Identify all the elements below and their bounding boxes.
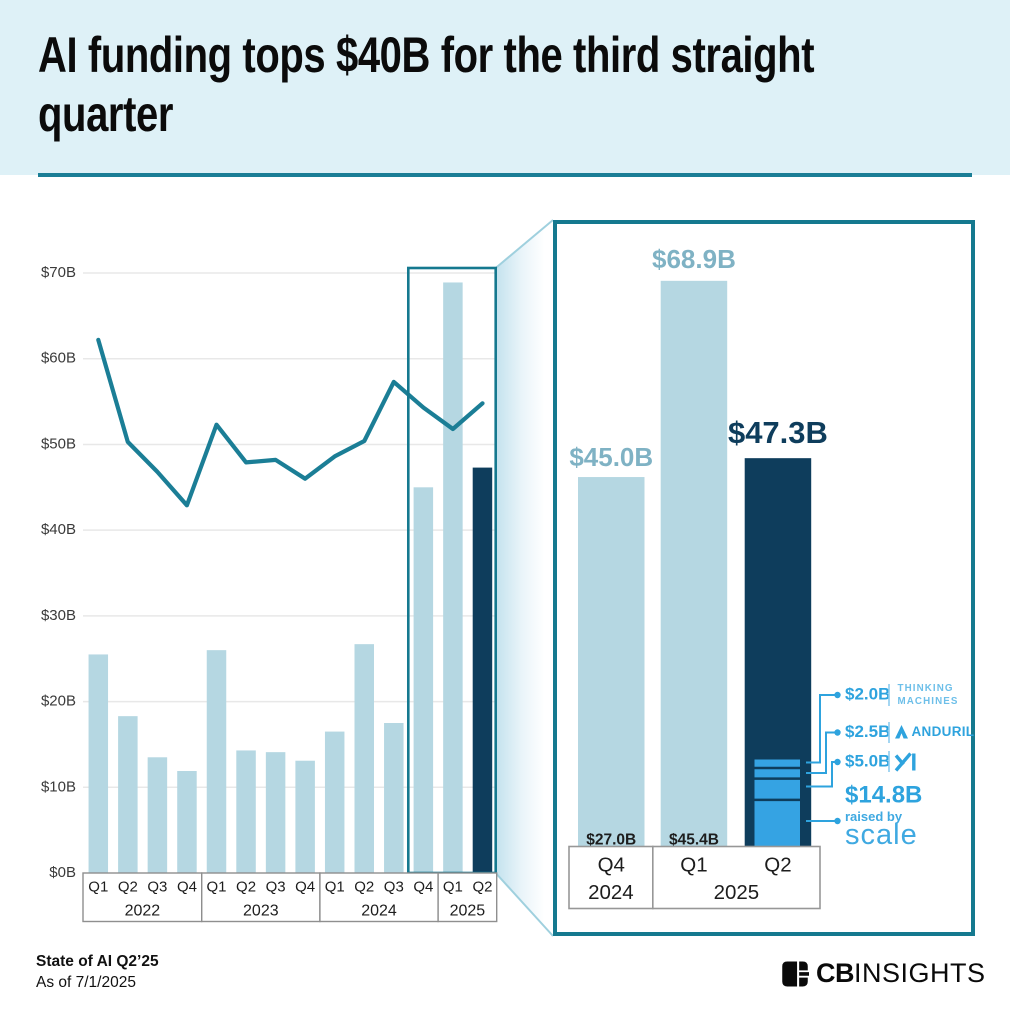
thinking-machines-wordmark: MACHINES [898,696,959,707]
megaround-amount: $5.0B [845,751,890,770]
report-title: State of AI Q2’25 [36,953,159,970]
x-axis-year-box [201,872,321,923]
inset-value-label: $47.3B [728,415,828,450]
inset-axis-box [568,845,654,910]
main-bar [88,654,109,873]
quarter-label: Q4 [177,878,197,895]
main-bar [265,752,286,873]
page-title: AI funding tops $40B for the third strai… [38,26,815,144]
main-bar [324,731,345,873]
zoom-funnel [495,220,553,936]
header-rule [38,173,972,177]
inset-value-label: $45.0B [569,442,653,472]
brand-insights: INSIGHTS [854,958,986,988]
y-axis-tick: $50B [41,435,76,452]
main-bar [443,282,463,873]
inset-quarter-label: Q2 [764,853,791,876]
funnel-edge-bottom [494,872,554,937]
anduril-wordmark: ANDURIL [912,724,975,739]
inset-bar [660,280,728,847]
main-bar [413,487,434,873]
inset-value-label: $68.9B [652,244,736,274]
thinking-machines-wordmark: THINKING [898,683,954,694]
megaround-amount: $2.5B [845,722,890,741]
quarter-label: Q2 [236,878,256,895]
connector-dot [834,758,841,766]
raised-by-caption: raised by [845,809,903,824]
main-bar [384,723,404,873]
title-line-1: AI funding tops $40B for the third strai… [38,27,815,83]
year-label: 2023 [243,903,279,920]
year-label: 2022 [125,903,161,920]
main-bar [295,760,315,873]
scale-logo: scale [845,819,918,851]
x-axis-year-box [437,872,498,923]
megaround-amount: $2.0B [845,684,890,703]
y-axis-tick: $30B [41,607,76,624]
main-bar [206,650,227,873]
quarter-label: Q1 [443,878,463,895]
xai-logo [894,752,916,772]
y-axis-tick: $60B [41,350,76,367]
inset-quarter-label: Q4 [598,853,625,876]
main-bar [236,750,256,873]
quarter-label: Q1 [206,878,226,895]
inset-year-label: 2025 [714,881,760,904]
inset-year-label: 2024 [588,881,634,904]
connector-dot [834,691,841,699]
connector-dot [834,817,841,825]
cbinsights-mark-icon [782,961,809,986]
inset-bar [578,477,645,847]
quarter-label: Q1 [325,878,345,895]
y-axis-tick: $40B [41,521,76,538]
funnel-edge-top [495,219,554,269]
bottom-sublabel: $45.4B [669,832,719,849]
quarter-label: Q2 [354,878,374,895]
main-bar [354,644,374,873]
quarter-label: Q2 [118,878,138,895]
quarter-label: Q3 [147,878,167,895]
quarter-label: Q4 [413,878,433,895]
cbinsights-logo: CBINSIGHTS [781,958,986,989]
quarter-label: Q3 [384,878,404,895]
x-axis-year-box [319,872,439,923]
y-axis-tick: $0B [49,864,76,881]
as-of-date: As of 7/1/2025 [36,974,136,991]
year-label: 2024 [361,903,397,920]
y-axis-tick: $70B [41,264,76,281]
megaround-amount-scale: $14.8B [845,781,922,808]
main-bar [147,757,168,873]
q2-megaround-stack [754,759,800,847]
quarter-label: Q3 [266,878,286,895]
inset-quarter-label: Q1 [680,853,707,876]
connector-dot [834,729,841,736]
quarter-label: Q4 [295,878,315,895]
annotation-connector [806,761,835,788]
title-line-2: quarter [38,86,174,142]
main-bar [177,771,197,873]
brand-cb: CB [816,958,855,988]
inset-axis-box [651,845,821,910]
annotation-connector [806,694,835,764]
main-bar [472,467,493,873]
trend-line [96,337,485,508]
y-axis-tick: $10B [41,778,76,795]
bottom-sublabel: $27.0B [586,832,636,849]
main-bar [118,716,138,873]
header-band: AI funding tops $40B for the third strai… [0,0,1010,175]
y-axis-tick: $20B [41,693,76,710]
cbinsights-wordmark: CBINSIGHTS [816,958,986,989]
annotation-connector [806,731,835,774]
year-label: 2025 [450,903,486,920]
anduril-logo [895,725,908,739]
quarter-label: Q1 [88,878,108,895]
quarter-label: Q2 [472,878,492,895]
